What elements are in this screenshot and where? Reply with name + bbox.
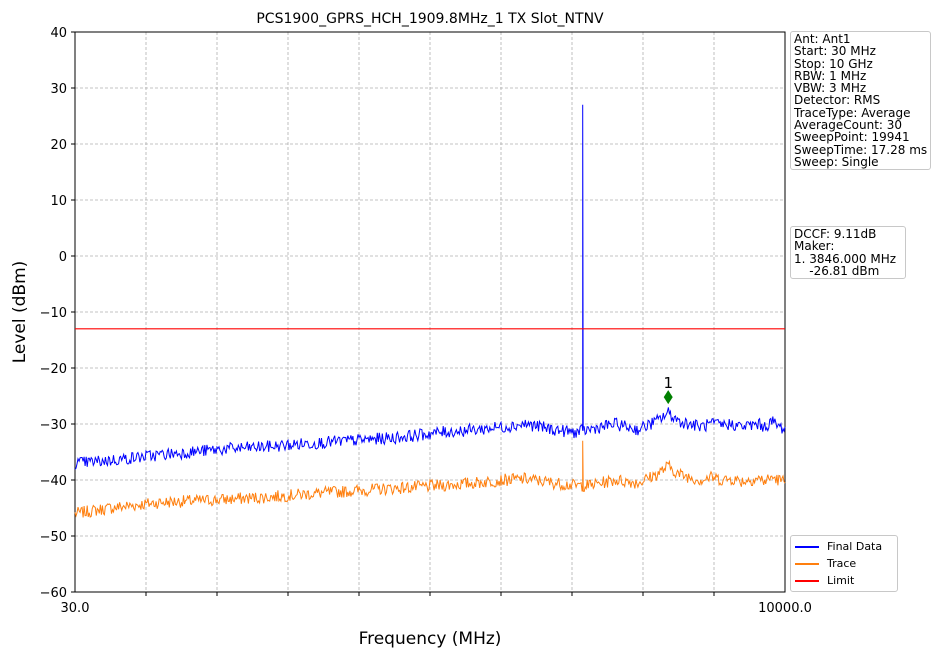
chart-title: PCS1900_GPRS_HCH_1909.8MHz_1 TX Slot_NTN…: [256, 11, 604, 27]
legend-label: Trace: [827, 557, 857, 570]
y-tick-label: −40: [40, 474, 67, 489]
legend-swatch: [795, 545, 819, 548]
y-tick-label: 20: [50, 138, 67, 153]
info-line: AverageCount: 30: [794, 118, 903, 133]
y-tick-label: −10: [40, 306, 67, 321]
marker-diamond: [663, 390, 673, 405]
y-axis-label: Level (dBm): [10, 261, 30, 364]
settings-box: Ant: Ant1 Start: 30 MHz Stop: 10 GHz RBW: 1…: [790, 31, 931, 171]
info-line: DCCF: 9.11dB: [794, 227, 877, 241]
info-line: TraceType: Average: [794, 105, 911, 120]
legend: Final Data Trace Limit: [790, 535, 898, 592]
y-tick-label: −30: [40, 418, 67, 433]
y-tick-label: 10: [50, 194, 67, 209]
x-axis: 30.0 10000.0: [61, 592, 812, 616]
info-line: SweepTime: 17.28 ms: [794, 142, 928, 157]
x-axis-label: Frequency (MHz): [359, 629, 502, 649]
info-line: 1. 3846.000 MHz: [794, 251, 897, 266]
x-tick-label: 10000.0: [758, 601, 812, 616]
info-line: SweepPoint: 19941: [794, 130, 910, 145]
info-line: Start: 30 MHz: [794, 44, 876, 59]
info-line: Sweep: Single: [794, 154, 879, 169]
info-line: RBW: 1 MHz: [794, 68, 867, 83]
info-line: VBW: 3 MHz: [794, 81, 867, 96]
series-line-final-data: [74, 104, 786, 470]
marker-info-box: DCCF: 9.11dB Maker: 1. 3846.000 MHz -26.81…: [790, 226, 906, 280]
marker-layer: 1: [663, 374, 673, 405]
y-tick-label: −50: [40, 530, 67, 545]
info-line: -26.81 dBm: [794, 263, 880, 278]
x-tick-label: 30.0: [61, 601, 90, 616]
info-line: Detector: RMS: [794, 93, 881, 108]
info-line: Ant: Ant1: [794, 32, 851, 46]
legend-swatch: [795, 562, 819, 565]
series-line-trace: [74, 440, 786, 518]
marker-label: 1: [663, 374, 673, 392]
info-line: Maker:: [794, 239, 835, 254]
legend-item: Final Data: [795, 538, 893, 555]
y-tick-label: −20: [40, 362, 67, 377]
legend-label: Final Data: [827, 540, 883, 553]
legend-item: Trace: [795, 555, 893, 572]
y-axis: 40 30 20 10 0 −10 −20 −30 −40 −50 −60: [40, 26, 75, 601]
y-tick-label: 0: [59, 250, 67, 265]
legend-swatch: [795, 579, 819, 582]
y-tick-label: 30: [50, 82, 67, 97]
legend-label: Limit: [827, 574, 855, 587]
grid: [75, 31, 785, 593]
y-tick-label: −60: [40, 586, 67, 601]
y-tick-label: 40: [50, 26, 67, 41]
info-line: Stop: 10 GHz: [794, 56, 873, 71]
legend-item: Limit: [795, 572, 893, 589]
series-layer: [74, 104, 786, 518]
